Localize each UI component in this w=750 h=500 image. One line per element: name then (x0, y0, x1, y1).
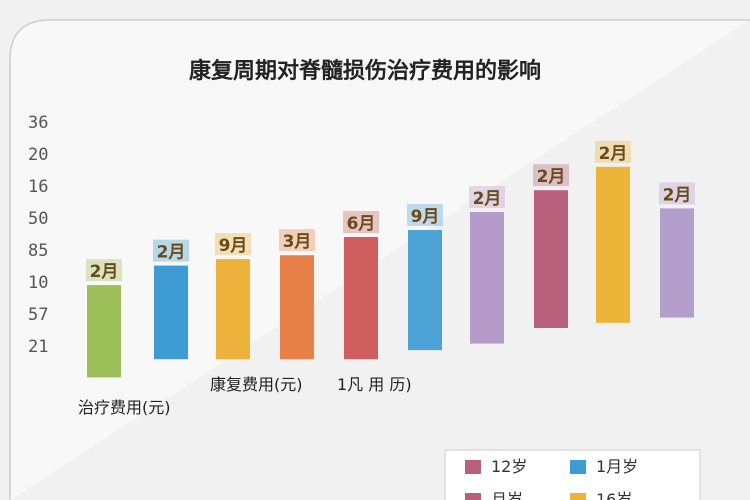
legend-label: 12岁 (491, 457, 527, 476)
bar-label: 2月 (157, 243, 186, 263)
bar-label-bg (407, 203, 443, 226)
category-label: 1凡 用 历) (337, 375, 412, 394)
bar-label-bg (595, 140, 631, 163)
y-axis-label: 50 (28, 209, 48, 229)
bar (470, 212, 504, 344)
legend-swatch (465, 493, 481, 500)
legend-box (444, 449, 701, 500)
y-axis-label: 20 (28, 145, 48, 165)
category-label: 治疗费用(元) (78, 398, 171, 417)
chart-title: 康复周期对脊髓损伤治疗费用的影响 (189, 58, 541, 84)
y-axis-label: 10 (28, 273, 48, 293)
legend-label: 1月岁 (596, 457, 638, 476)
bar (87, 285, 121, 378)
bar-label-bg (659, 182, 695, 205)
bar (408, 229, 442, 351)
bar-label: 2月 (663, 185, 692, 205)
bar (660, 208, 694, 318)
bar (534, 190, 568, 328)
bar-label-bg (469, 186, 505, 209)
bar-label: 9月 (219, 236, 248, 256)
y-axis-label: 16 (28, 177, 48, 197)
bar-label-bg (279, 229, 315, 252)
bar-label-bg (86, 259, 122, 282)
y-axis-label: 57 (28, 305, 48, 325)
legend-label: 月岁 (491, 490, 523, 500)
bar-label-bg (533, 164, 569, 187)
bar-label: 6月 (347, 214, 376, 234)
bar (216, 259, 250, 360)
card (9, 19, 750, 500)
y-axis-label: 21 (28, 337, 48, 357)
bar-label: 2月 (599, 144, 628, 164)
bar-label: 2月 (473, 189, 502, 209)
bar (280, 255, 314, 360)
bar-label-bg (215, 233, 251, 256)
category-label: 康复费用(元) (210, 375, 303, 394)
legend-swatch (570, 460, 586, 474)
legend-label: 16岁 (596, 490, 632, 500)
bar-label: 2月 (90, 262, 119, 282)
bar-label: 9月 (411, 207, 440, 227)
y-axis-label: 36 (28, 113, 48, 133)
bar-label-bg (153, 239, 189, 262)
bar (344, 237, 378, 360)
legend-swatch (465, 460, 481, 474)
bar (154, 265, 188, 360)
bar (596, 166, 630, 323)
bar-label: 3月 (283, 232, 312, 252)
y-axis-label: 85 (28, 241, 48, 261)
legend-swatch (570, 493, 586, 500)
bar-label-bg (343, 211, 379, 233)
bar-label: 2月 (537, 167, 566, 187)
